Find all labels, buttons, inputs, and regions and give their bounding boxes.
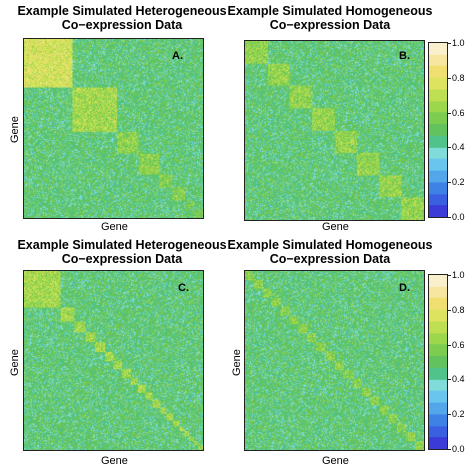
colorbar-tick-mark	[448, 344, 451, 346]
colorbar-top-canvas	[429, 43, 447, 217]
panel-c-title: Example Simulated Heterogeneous Co−expre…	[2, 238, 242, 266]
colorbar-tick-mark	[448, 414, 451, 416]
colorbar-tick-label: 1.0	[452, 270, 465, 280]
panel-c-title-line-2: Co−expression Data	[61, 252, 183, 266]
panel-b-heatmap	[244, 40, 425, 221]
colorbar-tick-label: 0.2	[452, 177, 465, 188]
panel-d-title: Example Simulated Homogeneous Co−express…	[210, 238, 450, 266]
colorbar-tick-label: 0.0	[452, 212, 465, 222]
colorbar-bottom-canvas	[429, 275, 447, 449]
panel-d-label: D.	[399, 282, 410, 294]
panel-c-xlabel: Gene	[101, 455, 128, 467]
colorbar-tick-label: 1.0	[452, 38, 465, 48]
colorbar-tick-mark	[448, 43, 451, 44]
colorbar-tick-mark	[448, 147, 451, 149]
colorbar-tick-mark	[448, 77, 451, 79]
colorbar-tick-label: 0.2	[452, 409, 465, 420]
panel-a-title-line-2: Co−expression Data	[61, 18, 183, 32]
panel-b-label: B.	[399, 50, 410, 62]
colorbar-tick-mark	[448, 112, 451, 114]
colorbar-tick-label: 0.8	[452, 72, 465, 83]
panel-b-heatmap-canvas	[245, 41, 424, 220]
panel-d-heatmap	[244, 270, 425, 451]
panel-b-title-line-1: Example Simulated Homogeneous	[227, 4, 433, 18]
panel-d-title-line-1: Example Simulated Homogeneous	[227, 238, 433, 252]
panel-d-ylabel: Gene	[231, 349, 243, 376]
panel-b-title: Example Simulated Homogeneous Co−express…	[210, 4, 450, 32]
panel-a-ylabel: Gene	[9, 116, 21, 143]
colorbar-bottom	[428, 274, 448, 450]
colorbar-tick-label: 0.6	[452, 107, 465, 118]
panel-d-xlabel: Gene	[322, 455, 349, 467]
panel-c-title-line-1: Example Simulated Heterogeneous	[17, 238, 227, 252]
colorbar-top	[428, 42, 448, 218]
colorbar-tick-mark	[448, 379, 451, 381]
colorbar-tick-mark	[448, 309, 451, 311]
panel-a-title-line-1: Example Simulated Heterogeneous	[17, 4, 227, 18]
colorbar-tick-mark	[448, 182, 451, 184]
panel-c-heatmap	[23, 270, 204, 451]
panel-c-label: C.	[178, 282, 189, 294]
colorbar-tick-label: 0.6	[452, 339, 465, 350]
colorbar-tick-label: 0.0	[452, 444, 465, 454]
panel-d-heatmap-canvas	[245, 271, 424, 450]
colorbar-tick-label: 0.4	[452, 142, 465, 153]
panel-b-title-line-2: Co−expression Data	[269, 18, 391, 32]
colorbar-tick-label: 0.8	[452, 304, 465, 315]
panel-c-ylabel: Gene	[9, 349, 21, 376]
panel-a-label: A.	[172, 50, 183, 62]
colorbar-tick-label: 0.4	[452, 374, 465, 385]
panel-b-xlabel: Gene	[322, 221, 349, 233]
colorbar-tick-mark	[448, 275, 451, 276]
colorbar-tick-mark	[448, 217, 451, 218]
panel-d-title-line-2: Co−expression Data	[269, 252, 391, 266]
colorbar-tick-mark	[448, 449, 451, 450]
panel-a-xlabel: Gene	[101, 221, 128, 233]
panel-a-title: Example Simulated Heterogeneous Co−expre…	[2, 4, 242, 32]
panel-a-heatmap	[23, 38, 204, 219]
panel-a-heatmap-canvas	[24, 39, 203, 218]
panel-c-heatmap-canvas	[24, 271, 203, 450]
